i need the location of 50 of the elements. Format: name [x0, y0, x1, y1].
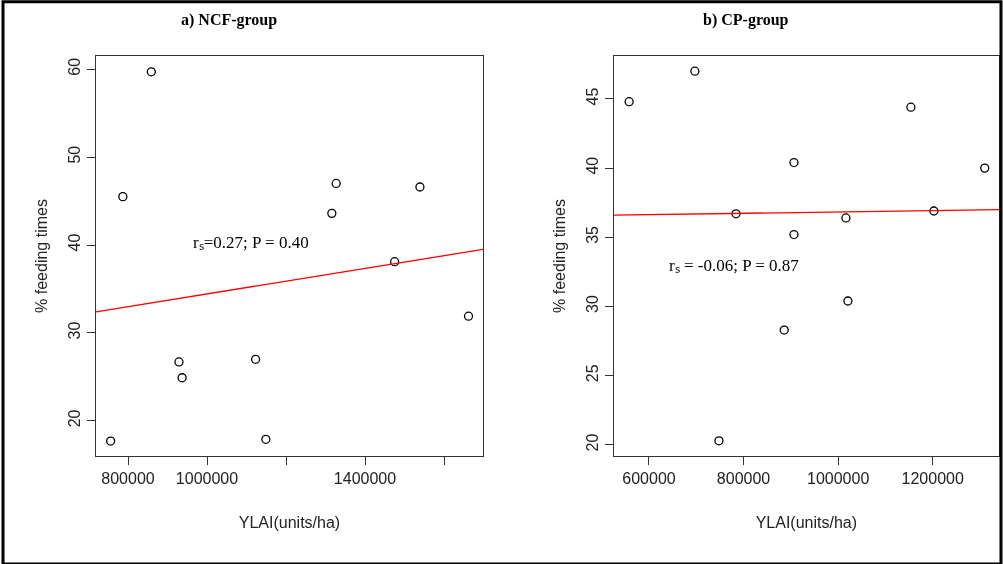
point — [843, 296, 853, 306]
y-tick-label: 40 — [66, 233, 84, 252]
point — [779, 325, 789, 335]
point — [174, 357, 184, 367]
point — [327, 208, 337, 219]
point — [690, 66, 700, 76]
x-tick-label: 800000 — [101, 470, 155, 488]
point — [906, 102, 916, 112]
point — [146, 67, 156, 77]
y-tick-label: 30 — [66, 321, 84, 340]
point — [731, 209, 741, 219]
y-tick-label: 45 — [584, 87, 602, 106]
y-tick-label: 20 — [584, 433, 602, 452]
point — [789, 229, 799, 240]
point — [250, 354, 261, 364]
x-tick-label: 800000 — [716, 470, 771, 488]
x-tick-label: 1000000 — [806, 470, 870, 488]
annotation: rₛ=0.27; P = 0.40 — [193, 233, 309, 252]
y-tick-label: 60 — [66, 57, 84, 76]
x-axis-title: YLAI(units/ha) — [238, 514, 341, 532]
y-tick-label: 30 — [584, 295, 602, 314]
point — [331, 178, 341, 189]
x-tick-label: 1400000 — [333, 470, 397, 488]
point — [789, 157, 799, 168]
y-axis-title: % feeding times — [33, 199, 51, 313]
y-tick-label: 40 — [584, 156, 602, 175]
annotation: rₛ = -0.06; P = 0.87 — [669, 256, 800, 275]
point — [261, 434, 271, 444]
y-tick-label: 20 — [66, 409, 84, 428]
y-tick-label: 25 — [584, 364, 602, 383]
point — [929, 206, 939, 216]
point — [105, 436, 116, 446]
y-axis-title: % feeding times — [551, 199, 569, 313]
y-tick-label: 35 — [584, 225, 602, 244]
point — [415, 182, 425, 192]
chart-title: b) CP-group — [703, 11, 789, 29]
point — [980, 163, 990, 173]
point — [118, 192, 128, 202]
point — [463, 311, 474, 321]
chart-title: a) NCF-group — [181, 11, 278, 29]
point — [841, 213, 851, 223]
x-tick-label: 600000 — [622, 470, 676, 488]
x-tick-label: 1200000 — [901, 470, 964, 488]
point — [624, 97, 634, 107]
x-tick-label: 1000000 — [175, 470, 239, 488]
x-axis-title: YLAI(units/ha) — [755, 514, 858, 532]
y-tick-label: 50 — [66, 145, 84, 164]
point — [714, 436, 724, 446]
point — [389, 257, 400, 267]
point — [177, 373, 187, 383]
